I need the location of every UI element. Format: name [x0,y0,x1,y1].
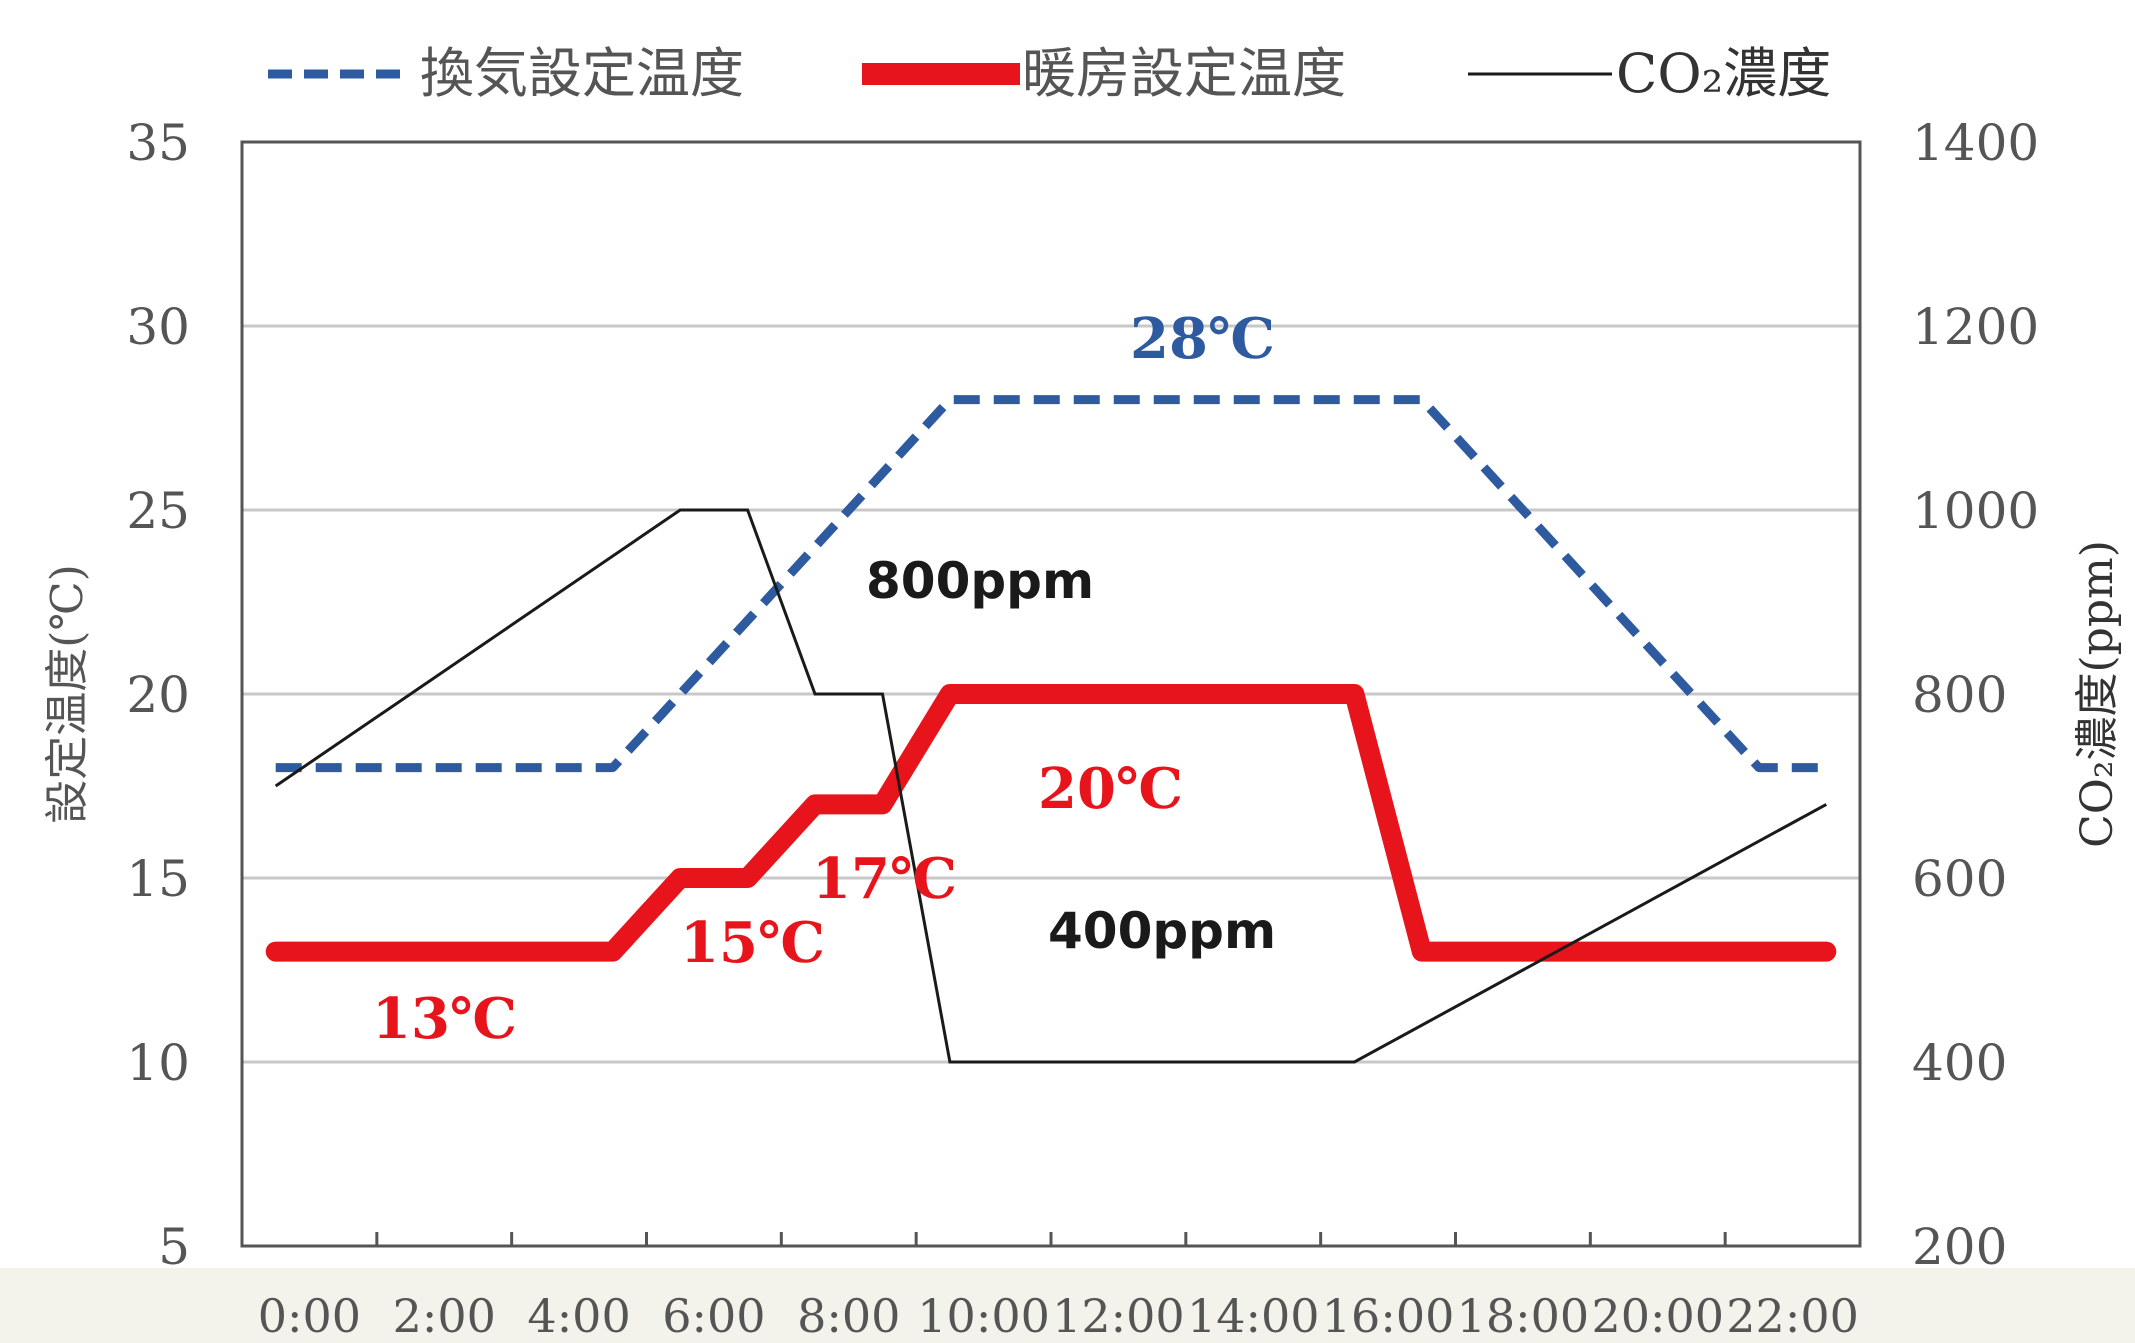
x-tick-22:00: 22:00 [1726,1289,1859,1343]
annotation-17c: 17℃ [812,846,957,912]
annotation-400ppm: 400ppm [1048,902,1276,960]
annotation-20c: 20℃ [1038,756,1183,822]
x-tick-6:00: 6:00 [662,1289,765,1343]
x-tick-12:00: 12:00 [1052,1289,1185,1343]
series-line-1 [265,684,1837,962]
series-line-0 [275,395,1827,773]
x-axis-band [0,1268,2135,1343]
series-line-2 [274,508,1828,1064]
x-tick-18:00: 18:00 [1457,1289,1590,1343]
y-tick-10: 10 [126,1034,190,1092]
legend-label-ventilation: 換気設定温度 [420,42,744,105]
y-tick-labels: 5 10 15 20 25 30 35 [126,114,190,1276]
x-tick-14:00: 14:00 [1187,1289,1320,1343]
annotation-800ppm: 800ppm [866,552,1094,610]
x-tick-4:00: 4:00 [527,1289,630,1343]
annotations: 28℃ 20℃ 17℃ 15℃ 13℃ 800ppm 400ppm [372,306,1276,1052]
x-tick-2:00: 2:00 [393,1289,496,1343]
annotation-15c: 15℃ [680,910,825,976]
y-tick-25: 25 [126,482,190,540]
x-tick-20:00: 20:00 [1591,1289,1724,1343]
y-tick-35: 35 [126,114,190,172]
y2-tick-1000: 1000 [1912,482,2039,540]
x-tick-0:00: 0:00 [258,1289,361,1343]
series-group [265,395,1837,1064]
y-tick-30: 30 [126,298,190,356]
y-axis-label: 設定温度(℃) [42,564,93,824]
x-tick-8:00: 8:00 [797,1289,900,1343]
y2-tick-800: 800 [1912,666,2007,724]
y-tick-15: 15 [126,850,190,908]
x-tick-labels: 0:00 2:00 4:00 6:00 8:00 10:00 12:00 14:00 16:00… [258,1289,1859,1343]
annotation-13c: 13℃ [372,986,517,1052]
y2-tick-600: 600 [1912,850,2007,908]
y2-tick-200: 200 [1912,1218,2007,1276]
y2-tick-400: 400 [1912,1034,2007,1092]
x-tick-16:00: 16:00 [1322,1289,1455,1343]
legend-label-heating: 暖房設定温度 [1022,42,1346,105]
x-tick-marks [375,1232,1727,1246]
y2-axis-label: CO₂濃度(ppm) [2072,540,2123,848]
y-tick-5: 5 [158,1218,190,1276]
y2-tick-1400: 1400 [1912,114,2039,172]
legend: 換気設定温度 暖房設定温度 CO₂濃度 [268,42,1831,105]
y-tick-20: 20 [126,666,190,724]
legend-label-co2: CO₂濃度 [1616,42,1831,105]
annotation-28c: 28℃ [1130,306,1275,372]
y2-tick-labels: 200 400 600 800 1000 1200 1400 [1912,114,2039,1276]
y2-tick-1200: 1200 [1912,298,2039,356]
x-tick-10:00: 10:00 [917,1289,1050,1343]
